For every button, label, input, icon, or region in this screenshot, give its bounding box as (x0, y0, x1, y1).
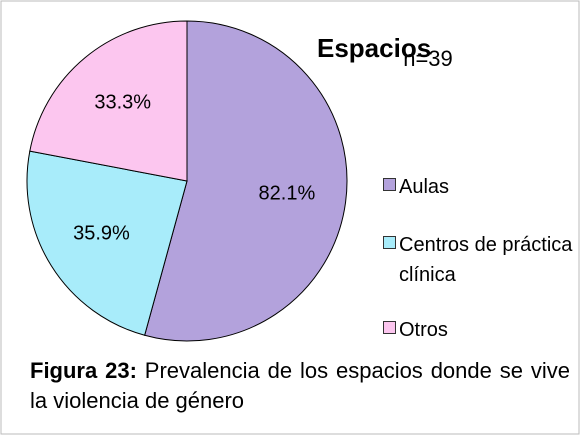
legend-item: Aulas (383, 172, 579, 202)
legend-item: Centros de práctica clínica (383, 230, 579, 290)
data-label: 33.3% (94, 92, 151, 114)
pie-slice (144, 20, 348, 342)
chart-title: Espacios (317, 33, 431, 63)
legend-swatch (383, 178, 396, 191)
caption-text: Prevalencia de los espacios donde se viv… (30, 358, 570, 413)
legend-swatch (383, 321, 396, 334)
legend-item: Otros (383, 315, 579, 345)
legend-label: Aulas (399, 176, 450, 198)
legend-swatch (383, 236, 396, 249)
caption-label: Figura 23: (30, 358, 137, 383)
pie-slice (29, 20, 188, 182)
data-label: 35.9% (73, 223, 130, 245)
data-label: 82.1% (259, 183, 316, 205)
legend-label: Otros (399, 319, 448, 341)
pie-slice (26, 150, 188, 336)
chart-subtitle: n=39 (403, 46, 453, 71)
caption: Figura 23: Prevalencia de los espacios d… (30, 356, 570, 416)
legend-label: Centros de práctica clínica (399, 234, 573, 286)
